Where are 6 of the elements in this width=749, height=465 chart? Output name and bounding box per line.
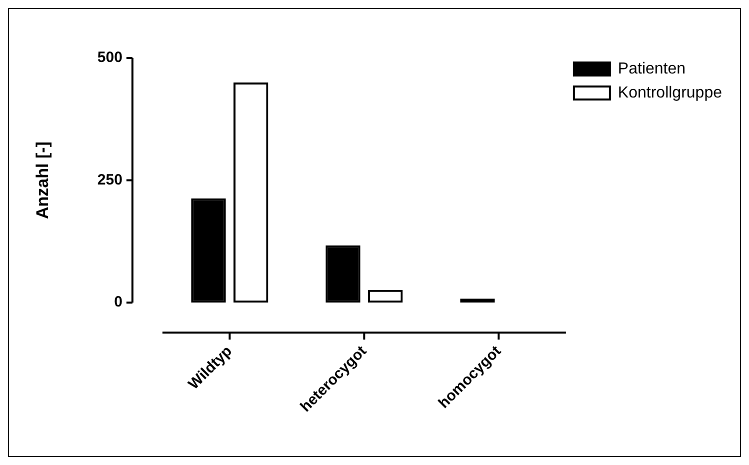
- y-tick-label: 250: [97, 171, 122, 188]
- y-tick-label: 500: [97, 49, 122, 66]
- legend-label: Patienten: [618, 60, 686, 78]
- legend-label: Kontrollgruppe: [618, 84, 722, 102]
- y-axis-title: Anzahl [-]: [32, 142, 52, 220]
- y-tick-label: 0: [114, 294, 122, 311]
